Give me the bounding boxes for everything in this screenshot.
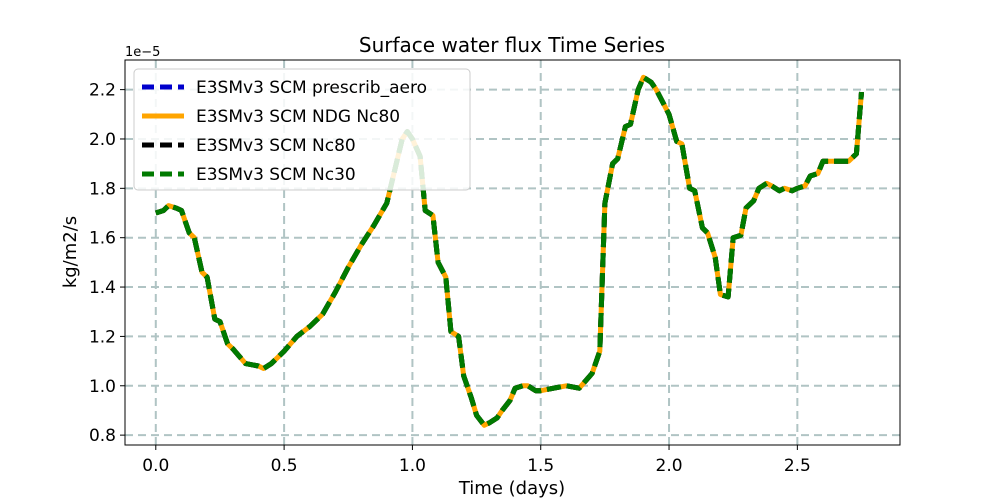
y-tick-label: 1.2 [89,327,116,347]
axis-ticks: 0.0 0.5 1.0 1.5 2.0 2.5 0.8 1.0 1.2 1.4 1.6 1.8 2.0 2… [89,81,811,476]
x-tick-label: 1.0 [399,456,426,476]
legend: E3SMv3 SCM prescrib_aero E3SMv3 SCM NDG N… [133,68,471,191]
y-tick-label: 0.8 [89,426,116,446]
y-tick-label: 2.2 [89,81,116,101]
legend-box [133,68,471,191]
y-tick-label: 1.8 [89,179,116,199]
x-axis-label: Time (days) [458,478,565,499]
chart-title: Surface water flux Time Series [359,33,665,57]
y-axis-label: kg/m2/s [60,216,81,288]
series-line-4 [155,74,864,428]
legend-label: E3SMv3 SCM NDG Nc80 [196,107,400,127]
plot-frame [124,59,901,446]
x-tick-label: 2.5 [784,456,811,476]
y-tick-label: 1.0 [89,377,116,397]
x-tick-label: 2.0 [656,456,683,476]
y-tick-label: 2.0 [89,130,116,150]
x-tick-label: 0.0 [142,456,169,476]
x-tick-label: 0.5 [271,456,298,476]
x-tick-label: 1.5 [527,456,554,476]
legend-label: E3SMv3 SCM Nc30 [196,165,356,185]
y-offset-label: 1e−5 [125,45,160,60]
legend-label: E3SMv3 SCM Nc80 [196,136,356,156]
series-group [155,74,864,428]
legend-label: E3SMv3 SCM prescrib_aero [196,78,427,98]
y-tick-label: 1.4 [89,278,116,298]
y-tick-label: 1.6 [89,229,116,249]
